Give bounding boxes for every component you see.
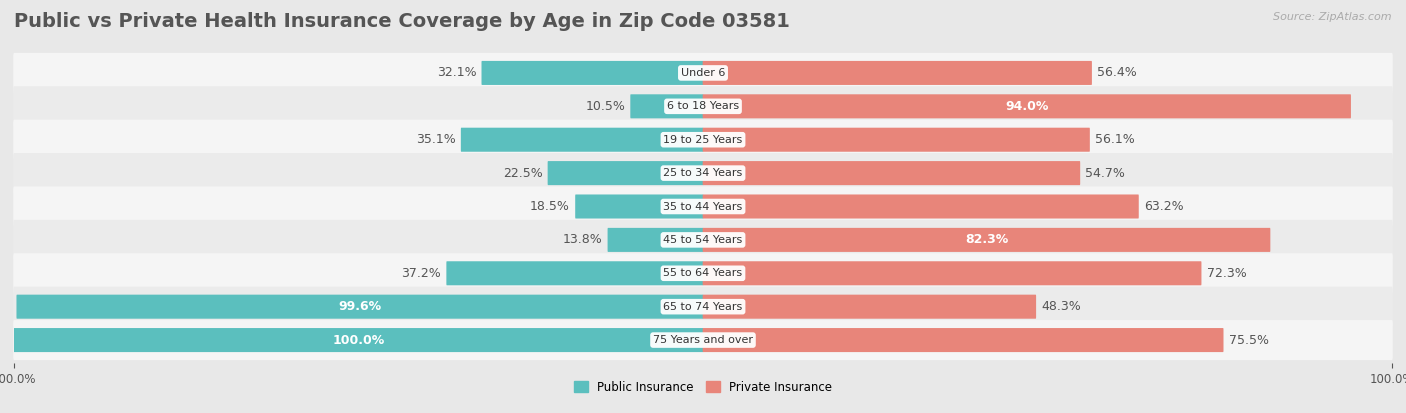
Text: 94.0%: 94.0% <box>1005 100 1049 113</box>
FancyBboxPatch shape <box>13 320 1393 360</box>
FancyBboxPatch shape <box>630 94 703 119</box>
Text: Public vs Private Health Insurance Coverage by Age in Zip Code 03581: Public vs Private Health Insurance Cover… <box>14 12 790 31</box>
Text: 13.8%: 13.8% <box>562 233 602 247</box>
Text: 25 to 34 Years: 25 to 34 Years <box>664 168 742 178</box>
FancyBboxPatch shape <box>703 128 1090 152</box>
FancyBboxPatch shape <box>13 287 1393 327</box>
Text: 56.1%: 56.1% <box>1095 133 1135 146</box>
FancyBboxPatch shape <box>607 228 703 252</box>
Text: 99.6%: 99.6% <box>339 300 381 313</box>
FancyBboxPatch shape <box>14 328 703 352</box>
Text: 100.0%: 100.0% <box>332 334 385 347</box>
Text: 75 Years and over: 75 Years and over <box>652 335 754 345</box>
Text: 48.3%: 48.3% <box>1042 300 1081 313</box>
Text: 10.5%: 10.5% <box>585 100 626 113</box>
Text: 35.1%: 35.1% <box>416 133 456 146</box>
Text: 32.1%: 32.1% <box>437 66 477 79</box>
FancyBboxPatch shape <box>446 261 703 285</box>
FancyBboxPatch shape <box>13 253 1393 293</box>
Text: 65 to 74 Years: 65 to 74 Years <box>664 301 742 312</box>
Text: 72.3%: 72.3% <box>1206 267 1246 280</box>
Text: 54.7%: 54.7% <box>1085 166 1125 180</box>
FancyBboxPatch shape <box>575 195 703 218</box>
FancyBboxPatch shape <box>703 161 1080 185</box>
Text: 35 to 44 Years: 35 to 44 Years <box>664 202 742 211</box>
FancyBboxPatch shape <box>17 294 703 319</box>
Text: 18.5%: 18.5% <box>530 200 569 213</box>
FancyBboxPatch shape <box>703 294 1036 319</box>
Text: 19 to 25 Years: 19 to 25 Years <box>664 135 742 145</box>
Text: 63.2%: 63.2% <box>1144 200 1184 213</box>
Text: Under 6: Under 6 <box>681 68 725 78</box>
Legend: Public Insurance, Private Insurance: Public Insurance, Private Insurance <box>569 376 837 399</box>
FancyBboxPatch shape <box>13 153 1393 193</box>
FancyBboxPatch shape <box>703 195 1139 218</box>
FancyBboxPatch shape <box>548 161 703 185</box>
FancyBboxPatch shape <box>703 328 1223 352</box>
Text: Source: ZipAtlas.com: Source: ZipAtlas.com <box>1274 12 1392 22</box>
FancyBboxPatch shape <box>13 53 1393 93</box>
FancyBboxPatch shape <box>13 220 1393 260</box>
Text: 56.4%: 56.4% <box>1097 66 1137 79</box>
FancyBboxPatch shape <box>703 228 1271 252</box>
FancyBboxPatch shape <box>13 86 1393 126</box>
FancyBboxPatch shape <box>703 61 1092 85</box>
FancyBboxPatch shape <box>461 128 703 152</box>
Text: 6 to 18 Years: 6 to 18 Years <box>666 101 740 112</box>
FancyBboxPatch shape <box>13 186 1393 227</box>
Text: 22.5%: 22.5% <box>503 166 543 180</box>
FancyBboxPatch shape <box>481 61 703 85</box>
Text: 37.2%: 37.2% <box>402 267 441 280</box>
FancyBboxPatch shape <box>703 94 1351 119</box>
FancyBboxPatch shape <box>703 261 1202 285</box>
Text: 55 to 64 Years: 55 to 64 Years <box>664 268 742 278</box>
Text: 45 to 54 Years: 45 to 54 Years <box>664 235 742 245</box>
Text: 82.3%: 82.3% <box>965 233 1008 247</box>
FancyBboxPatch shape <box>13 120 1393 160</box>
Text: 75.5%: 75.5% <box>1229 334 1268 347</box>
